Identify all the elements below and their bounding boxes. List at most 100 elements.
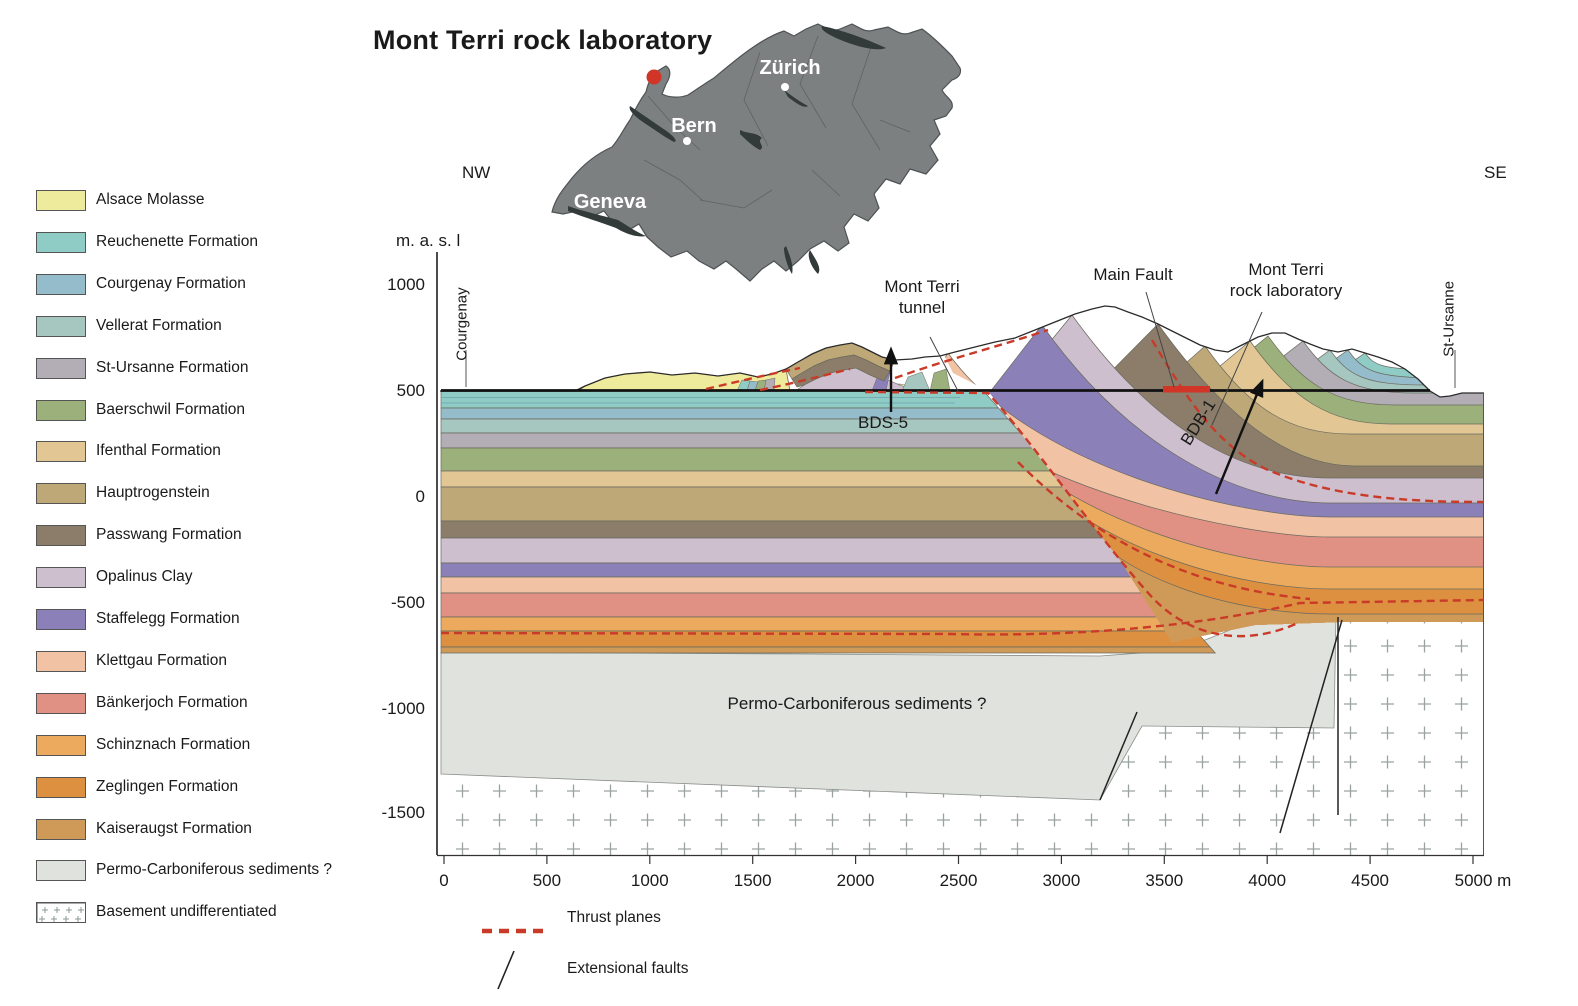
y-tick: -1500: [381, 803, 425, 822]
legend-label: Basement undifferentiated: [96, 903, 277, 921]
lake: [821, 26, 886, 50]
legend-label: Staffelegg Formation: [96, 610, 240, 627]
legend-swatch-baerschwil: [36, 399, 86, 421]
compass-nw: NW: [462, 163, 491, 182]
legend-label: Klettgau Formation: [96, 651, 227, 669]
y-tick: 500: [396, 381, 425, 400]
hill-passwang-band: [791, 354, 891, 388]
legend-thrust-planes: Thrust planes: [567, 909, 661, 926]
thrust-plane: [759, 367, 851, 392]
legend-label: Kaiseraugst Formation: [96, 819, 252, 837]
y-tick: 0: [415, 487, 425, 506]
legend-swatch-vellerat: [36, 315, 86, 337]
legend-swatch-hauptrogenstein: [36, 483, 86, 505]
footwall-band-kaiseraugst: [440, 646, 1217, 654]
map-city-zurich: Zürich: [759, 57, 821, 79]
legend-swatch-baenkerjoch: [36, 692, 86, 714]
x-tick: 0: [439, 871, 449, 890]
label-permo-sediments: Permo-Carboniferous sediments ?: [727, 694, 987, 713]
mont-terri-location-dot: [646, 69, 662, 85]
legend-swatch-passwang: [36, 525, 86, 547]
legend-label: Courgenay Formation: [96, 274, 246, 292]
lake: [784, 246, 793, 274]
elevation-axis-label: m. a. s. l: [396, 231, 461, 250]
y-tick: -500: [390, 593, 425, 612]
legend-label: Schinznach Formation: [96, 735, 251, 753]
nw-imbricate-hill: [736, 342, 951, 392]
legend-label: Zeglingen Formation: [96, 777, 239, 795]
thrust-plane: [440, 598, 1485, 636]
x-tick: 500: [532, 871, 562, 890]
label-mont-terri-tunnel: Mont Terri tunnel: [884, 277, 960, 318]
extensional-legend-symbol: [497, 950, 515, 990]
x-tick: 4500: [1351, 871, 1389, 890]
reuchenette-bedding-lines: [441, 397, 960, 404]
legend-swatch-schinznach: [36, 734, 86, 756]
map-city-geneva: Geneva: [573, 191, 647, 213]
thrust-plane: [1017, 461, 1311, 601]
legend-swatch-alsace: [36, 190, 86, 211]
y-tick: -1000: [381, 699, 425, 718]
lake: [784, 90, 808, 107]
lake: [568, 206, 646, 237]
legend-label: Alsace Molasse: [96, 191, 205, 208]
legend-label: Bänkerjoch Formation: [96, 693, 248, 711]
legend-label: Passwang Formation: [96, 526, 242, 544]
label-borehole-bds5: BDS-5: [858, 413, 909, 432]
legend-swatch-permo: [36, 860, 86, 882]
city-dot-bern: [683, 137, 691, 145]
location-courgenay: Courgenay: [453, 287, 471, 361]
label-rock-laboratory: Mont Terri rock laboratory: [1229, 260, 1343, 301]
lake: [808, 250, 820, 274]
legend-label: Baerschwil Formation: [96, 400, 246, 418]
legend-swatch-stursanne: [36, 357, 86, 379]
legend-swatch-reuchenette: [36, 231, 86, 253]
extensional-fault: [1279, 619, 1343, 834]
location-st-ursanne: St-Ursanne: [1440, 280, 1458, 357]
x-tick: 2500: [939, 871, 978, 890]
city-dot-zurich: [781, 83, 789, 91]
legend-swatch-staffelegg: [36, 609, 86, 630]
y-tick: 1000: [387, 275, 425, 294]
x-tick: 1000: [630, 871, 669, 890]
x-tick: 5000 m: [1454, 871, 1512, 890]
legend-label: Permo-Carboniferous sediments ?: [96, 861, 333, 879]
rock-lab-marker: [1163, 386, 1210, 393]
figure-title: Mont Terri rock laboratory: [373, 25, 713, 55]
leader-line: [1145, 291, 1175, 388]
legend-swatch-ifenthal: [36, 441, 86, 463]
legend-swatch-courgenay: [36, 273, 86, 295]
thrust-plane: [894, 328, 1049, 380]
legend-swatch-klettgau: [36, 650, 86, 672]
legend-label: Reuchenette Formation: [96, 232, 258, 250]
x-tick: 1500: [733, 871, 772, 890]
borehole-bdb1: [1214, 378, 1264, 495]
compass-se: SE: [1484, 163, 1507, 182]
legend-swatch-zeglingen: [36, 776, 86, 798]
legend-label: St-Ursanne Formation: [96, 358, 249, 376]
leader-line: [1211, 311, 1263, 426]
x-tick: 3000: [1042, 871, 1081, 890]
x-tick: 3500: [1145, 871, 1184, 890]
legend-swatch-opalinus: [36, 567, 86, 589]
thrust-plane: [864, 390, 1301, 638]
legend-swatch-basement: [36, 902, 86, 924]
city-dot-geneva: [561, 228, 571, 238]
legend-extensional-faults: Extensional faults: [567, 960, 689, 977]
switzerland-outline: [551, 23, 962, 282]
canton-borders: [643, 35, 911, 209]
x-tick: 4000: [1248, 871, 1287, 890]
legend-swatch-kaiseraugst: [36, 818, 86, 840]
legend-label: Ifenthal Formation: [96, 442, 221, 460]
extensional-fault: [1099, 711, 1138, 801]
legend-label: Opalinus Clay: [96, 568, 193, 586]
leader-line: [929, 336, 959, 392]
lake: [629, 106, 676, 142]
legend-label: Hauptrogenstein: [96, 484, 210, 502]
legend-label: Vellerat Formation: [96, 316, 222, 334]
map-city-bern: Bern: [671, 115, 717, 137]
label-main-fault: Main Fault: [1093, 265, 1173, 284]
